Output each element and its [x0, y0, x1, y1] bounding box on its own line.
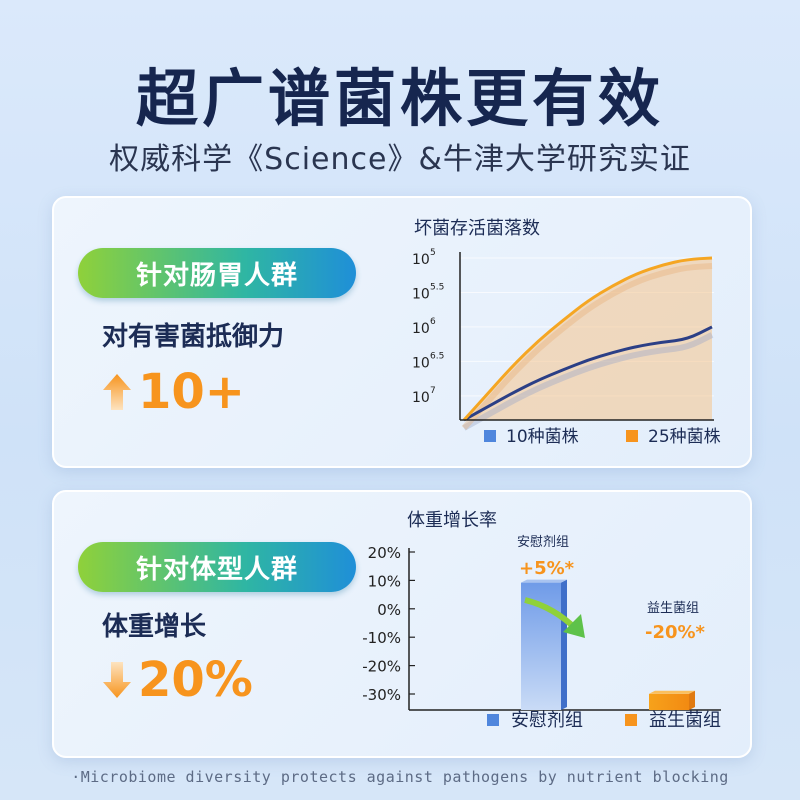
resistance-number: 10+ — [138, 364, 246, 420]
chart1-title: 坏菌存活菌落数 — [414, 218, 540, 239]
bar-side — [689, 690, 695, 710]
legend-label: 益生菌组 — [649, 710, 721, 731]
trend-arrowhead — [563, 614, 585, 638]
chart1-ytick-exponent: 7 — [430, 386, 436, 396]
weight-group-card: 针对体型人群 体重增长 20% 体重增长率 20% 10% 0% -10% -20% -3… — [52, 490, 752, 758]
page-title: 超广谱菌株更有效 — [135, 62, 664, 135]
series-shadow — [462, 332, 714, 431]
legend-swatch — [625, 714, 637, 726]
chart2-title: 体重增长率 — [407, 510, 497, 531]
arrow-up-icon — [103, 374, 131, 410]
series-shadow — [461, 263, 713, 431]
bar-side — [561, 579, 567, 710]
chart2-ytick-label: -30% — [362, 686, 401, 704]
weight-group-pill: 针对体型人群 — [78, 542, 356, 592]
chart2-ytick-label: 10% — [368, 572, 401, 590]
bar-top — [521, 579, 567, 583]
chart1-ytick-exponent: 5 — [430, 248, 436, 258]
series-line — [463, 325, 713, 422]
chart1-ytick-label: 10 — [412, 355, 430, 371]
bar — [649, 693, 689, 710]
legend-swatch — [484, 430, 496, 442]
bar-top — [649, 690, 695, 694]
chart2-ytick-label: -20% — [362, 658, 401, 676]
page-subtitle: 权威科学《Science》&牛津大学研究实证 — [109, 142, 691, 177]
chart1-ytick-label: 10 — [412, 321, 430, 337]
series-line — [462, 256, 713, 422]
chart1-ytick-exponent: 6 — [430, 317, 436, 327]
legend-swatch — [626, 430, 638, 442]
weight-gain-chart: 体重增长率 20%10%0%-10%-20%-30% 安慰剂组益生菌组+5%*-… — [362, 510, 721, 731]
bar-value-label: +5%* — [519, 558, 575, 579]
chart2-ytick-label: -10% — [362, 629, 401, 647]
area-between-series — [464, 258, 712, 420]
weight-gain-label: 体重增长 — [102, 612, 207, 642]
legend-label: 10种菌株 — [506, 427, 579, 447]
legend-label: 25种菌株 — [648, 427, 721, 447]
legend-swatch — [487, 714, 499, 726]
chart1-ytick-label: 10 — [412, 390, 430, 406]
colony-count-chart: 坏菌存活菌落数 10 510 5.510 610 6.510 7 10种菌株 25种菌株 — [412, 218, 721, 447]
arrow-down-icon — [103, 662, 131, 698]
chart1-ytick-exponent: 6.5 — [430, 351, 444, 361]
chart1-ytick-label: 10 — [412, 286, 430, 302]
bar-group-label: 安慰剂组 — [517, 535, 569, 550]
gut-group-pill: 针对肠胃人群 — [78, 248, 356, 298]
legend-label: 安慰剂组 — [511, 710, 583, 731]
chart2-ytick-label: 0% — [377, 601, 401, 619]
chart2-ytick-label: 20% — [368, 544, 401, 562]
chart1-ytick-exponent: 5.5 — [430, 282, 444, 292]
resistance-label: 对有害菌抵御力 — [102, 322, 285, 352]
weight-gain-number: 20% — [138, 652, 253, 708]
weight-gain-value: 20% — [102, 652, 253, 708]
resistance-value: 10+ — [102, 364, 245, 420]
bar-value-label: -20%* — [645, 622, 706, 643]
bar-group-label: 益生菌组 — [647, 601, 699, 616]
gut-group-card: 针对肠胃人群 对有害菌抵御力 10+ 坏菌存活菌落数 10 5 10 5.5 10 6 10… — [52, 196, 752, 468]
footer-note: ·Microbiome diversity protects against p… — [71, 768, 729, 786]
chart1-ytick-label: 10 — [412, 252, 430, 268]
